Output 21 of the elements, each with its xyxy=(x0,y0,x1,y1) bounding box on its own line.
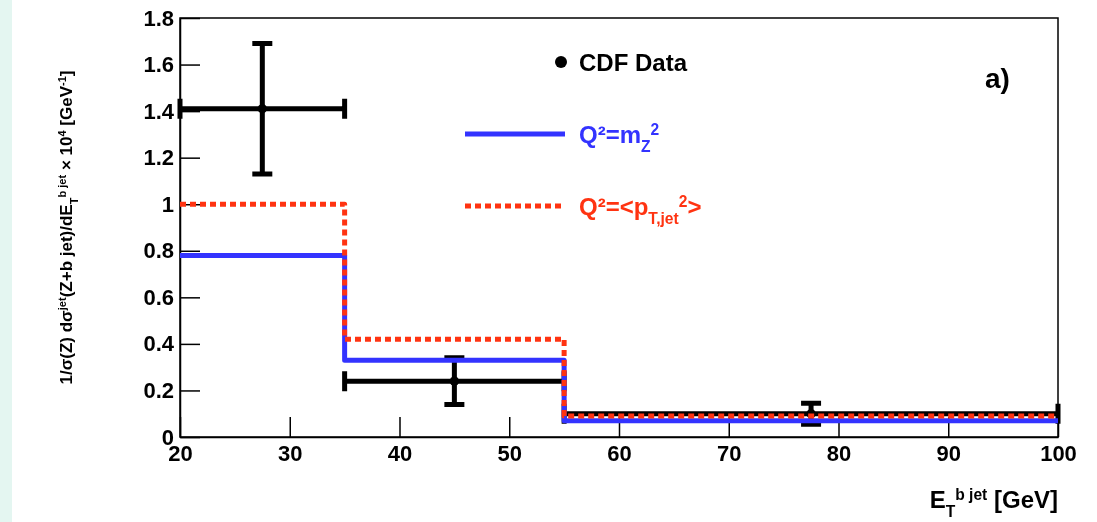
y-tick-label: 0.6 xyxy=(143,284,174,310)
y-tick-label: 0.4 xyxy=(143,331,175,357)
annotation: a) xyxy=(985,63,1010,94)
x-tick-label: 80 xyxy=(826,440,852,466)
y-tick-label: 1.6 xyxy=(143,52,174,78)
x-tick-label: 70 xyxy=(717,440,742,466)
y-tick-label: 1.4 xyxy=(143,98,175,124)
legend-label: CDF Data xyxy=(579,49,688,76)
x-tick-label: 50 xyxy=(497,440,522,466)
x-tick-label: 60 xyxy=(607,440,632,466)
x-tick-label: 30 xyxy=(278,440,303,466)
x-tick-label: 90 xyxy=(936,440,961,466)
y-tick-label: 1 xyxy=(161,191,174,217)
y-tick-label: 1.8 xyxy=(143,5,174,31)
x-axis-title: E$_{T}$$^{b jet}$ [GeV] xyxy=(929,485,1058,520)
x-tick-label: 40 xyxy=(387,440,413,466)
y-tick-label: 1.2 xyxy=(143,145,174,171)
y-tick-label: 0.2 xyxy=(143,377,174,403)
legend-label: Q²=<p$_{T,jet}$$^{2}$> xyxy=(579,192,702,227)
y-tick-label: 0.8 xyxy=(143,238,174,264)
x-tick-label: 100 xyxy=(1040,440,1077,466)
